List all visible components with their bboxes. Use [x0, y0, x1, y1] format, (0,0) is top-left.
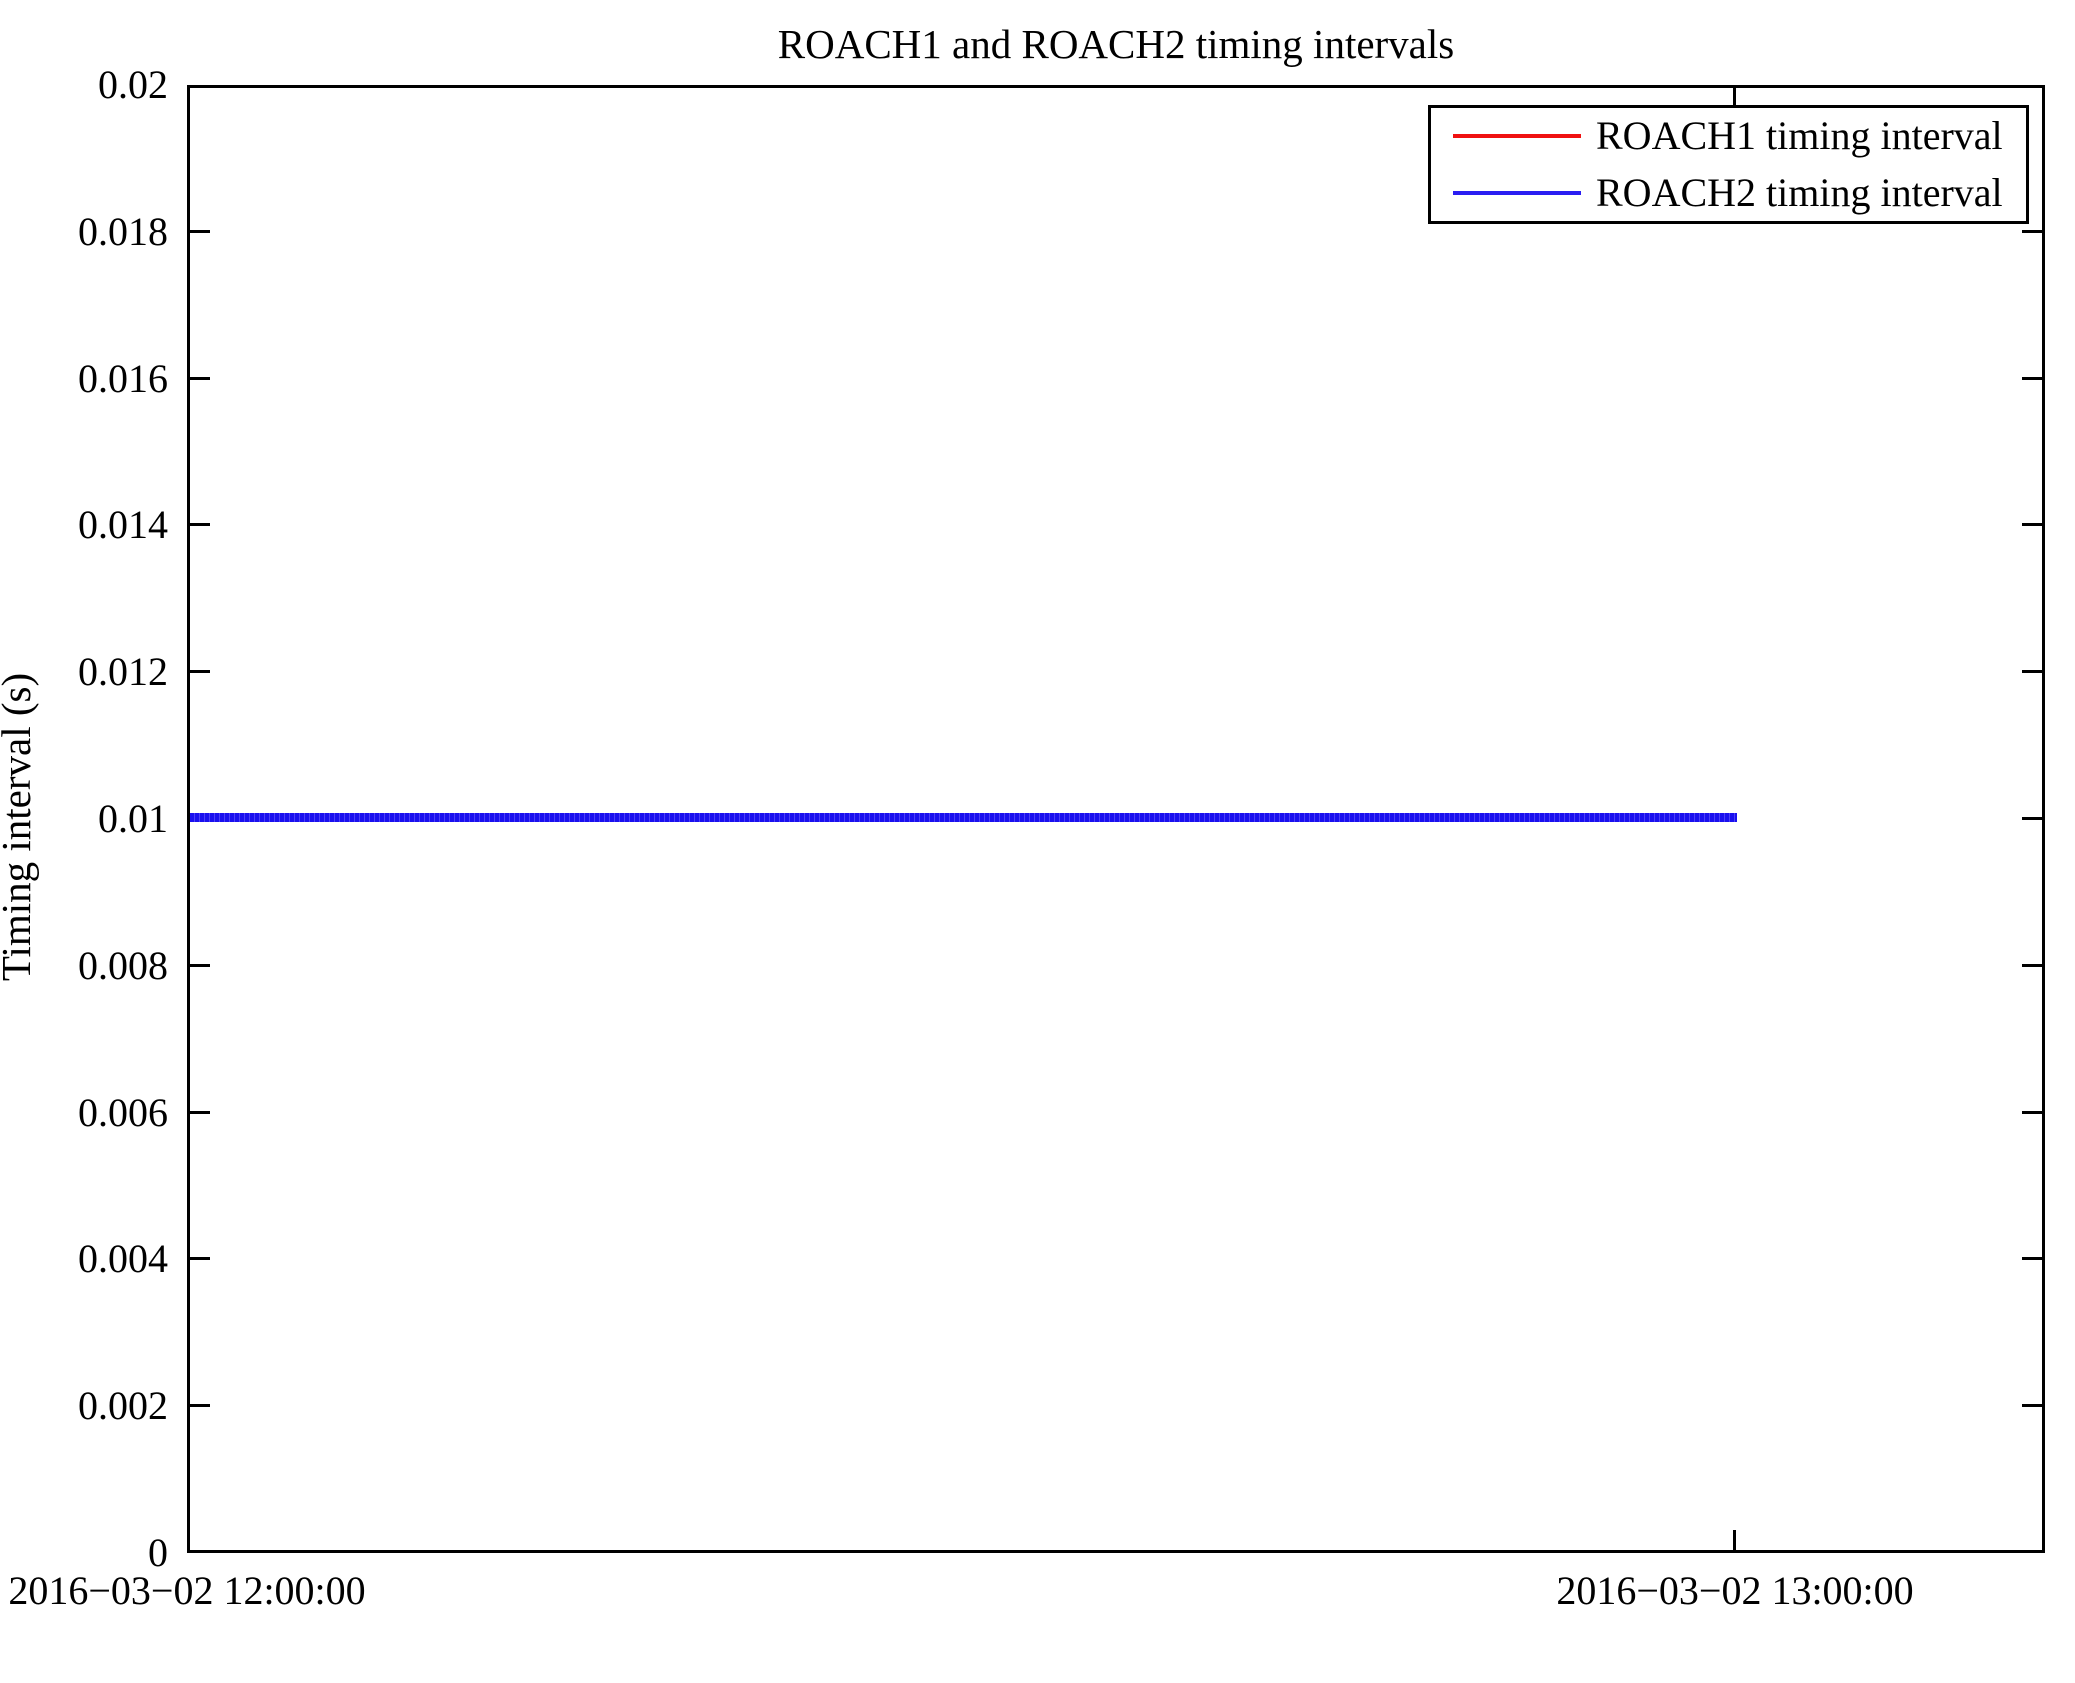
- y-tick-mark: [190, 1257, 210, 1260]
- y-tick-label: 0.016: [78, 356, 168, 401]
- y-tick-mark: [2022, 230, 2042, 233]
- y-tick-mark: [2022, 377, 2042, 380]
- y-tick-mark: [190, 670, 210, 673]
- y-tick-mark: [190, 964, 210, 967]
- y-tick-mark: [2022, 670, 2042, 673]
- roach2-series-line: [190, 813, 1737, 822]
- x-tick-label: 2016−03−02 13:00:00: [1556, 1568, 1914, 1613]
- y-tick-mark: [2022, 1111, 2042, 1114]
- y-tick-mark: [190, 1404, 210, 1407]
- y-tick-mark: [190, 230, 210, 233]
- y-tick-label: 0.02: [98, 62, 168, 107]
- y-tick-mark: [2022, 523, 2042, 526]
- x-tick-mark: [1733, 88, 1736, 108]
- legend-row-roach1: ROACH1 timing interval: [1431, 108, 2026, 164]
- x-tick-label: 2016−03−02 12:00:00: [8, 1568, 366, 1613]
- x-tick-mark: [1733, 1530, 1736, 1550]
- y-tick-label: 0: [148, 1530, 168, 1575]
- y-tick-mark: [190, 377, 210, 380]
- y-tick-label: 0.008: [78, 943, 168, 988]
- y-tick-label: 0.006: [78, 1090, 168, 1135]
- legend-row-roach2: ROACH2 timing interval: [1431, 165, 2026, 221]
- legend-label-roach2: ROACH2 timing interval: [1596, 169, 2003, 215]
- y-tick-label: 0.002: [78, 1383, 168, 1428]
- roach2-line-swatch: [1453, 190, 1581, 195]
- y-tick-mark: [2022, 817, 2042, 820]
- y-tick-label: 0.014: [78, 502, 168, 547]
- y-tick-label: 0.01: [98, 796, 168, 841]
- chart-title: ROACH1 and ROACH2 timing intervals: [777, 21, 1455, 67]
- roach1-line-swatch: [1453, 134, 1581, 139]
- y-tick-mark: [2022, 964, 2042, 967]
- y-tick-label: 0.018: [78, 209, 168, 254]
- legend: ROACH1 timing interval ROACH2 timing int…: [1428, 105, 2029, 224]
- y-tick-mark: [190, 523, 210, 526]
- y-tick-label: 0.012: [78, 649, 168, 694]
- legend-label-roach1: ROACH1 timing interval: [1596, 113, 2003, 159]
- y-tick-label: 0.004: [78, 1236, 168, 1281]
- y-tick-mark: [2022, 1257, 2042, 1260]
- y-tick-mark: [2022, 1404, 2042, 1407]
- y-tick-mark: [190, 1111, 210, 1114]
